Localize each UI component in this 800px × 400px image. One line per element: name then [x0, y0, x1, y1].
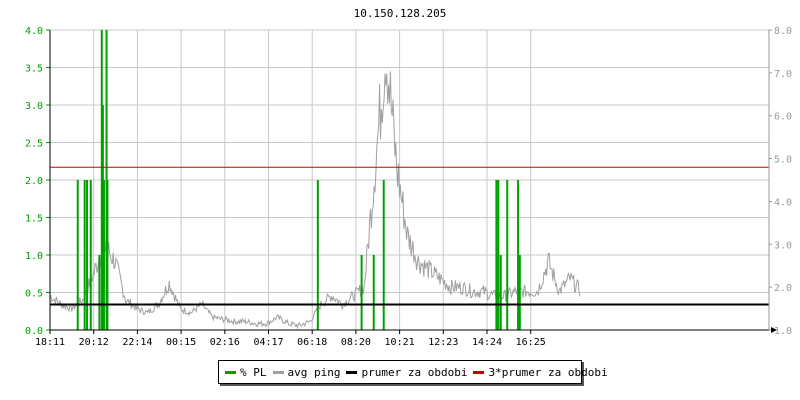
left-tick-label: 2.0	[25, 176, 43, 187]
x-tick-label: 04:17	[253, 337, 283, 348]
x-tick-label: 14:24	[472, 337, 502, 348]
x-tick-label: 12:23	[428, 337, 458, 348]
legend-item-prumer: prumer za obdobi	[346, 366, 467, 379]
right-tick-label: 8.0	[774, 26, 792, 37]
left-tick-label: 2.5	[25, 139, 43, 150]
right-tick-label: 4.0	[774, 197, 792, 208]
x-tick-label: 00:15	[166, 337, 196, 348]
x-tick-label: 16:25	[516, 337, 546, 348]
legend-label-3x-prumer: 3*prumer za obdobi	[488, 365, 608, 379]
legend-label-pl: % PL	[240, 365, 267, 379]
plot-area	[49, 30, 769, 330]
x-axis-arrow	[771, 327, 777, 333]
chart-title: 10.150.128.205	[354, 7, 447, 20]
x-tick-label: 22:14	[122, 337, 152, 348]
legend-label-prumer: prumer za obdobi	[361, 365, 468, 379]
left-tick-label: 3.0	[25, 101, 43, 112]
x-tick-label: 10:21	[385, 337, 415, 348]
right-tick-label: 7.0	[774, 69, 792, 80]
right-tick-label: 3.0	[774, 240, 792, 251]
left-tick-label: 0.5	[25, 289, 43, 300]
left-tick-label: 3.5	[25, 64, 43, 75]
legend-label-avg-ping: avg ping	[287, 365, 341, 379]
left-tick-label: 4.0	[25, 26, 43, 37]
right-tick-label: 6.0	[774, 112, 792, 123]
right-tick-label: 2.0	[774, 283, 792, 294]
legend-item-3x-prumer: 3*prumer za obdobi	[473, 365, 608, 379]
x-tick-label: 06:18	[297, 337, 327, 348]
legend-item-avg-ping: avg ping	[272, 365, 341, 379]
left-tick-label: 1.5	[25, 214, 43, 225]
legend: % PL avg ping prumer za obdobi 3*prumer …	[218, 360, 608, 384]
series-avg-ping-line	[49, 71, 581, 330]
legend-swatch-pl	[225, 370, 236, 374]
right-tick-label: 5.0	[774, 155, 792, 166]
right-tick-label: 1.0	[774, 326, 792, 337]
legend-swatch-3x-prumer	[473, 370, 485, 374]
grid-lines	[49, 29, 769, 330]
left-tick-label: 1.0	[25, 251, 43, 262]
x-tick-label: 02:16	[210, 337, 240, 348]
x-tick-label: 08:20	[341, 337, 371, 348]
legend-swatch-prumer	[346, 370, 358, 374]
left-tick-label: 0.0	[25, 326, 43, 337]
legend-item-pl: % PL	[225, 366, 267, 379]
legend-swatch-avg-ping	[272, 370, 284, 374]
chart-axes: 0.0 0.5 1.0 1.5 2.0 2.5 3.0 3.5 4.0 1.0 2.0 3.0 4.0 5…	[25, 26, 792, 348]
x-tick-label: 18:11	[35, 337, 65, 348]
x-tick-label: 20:12	[79, 337, 109, 348]
